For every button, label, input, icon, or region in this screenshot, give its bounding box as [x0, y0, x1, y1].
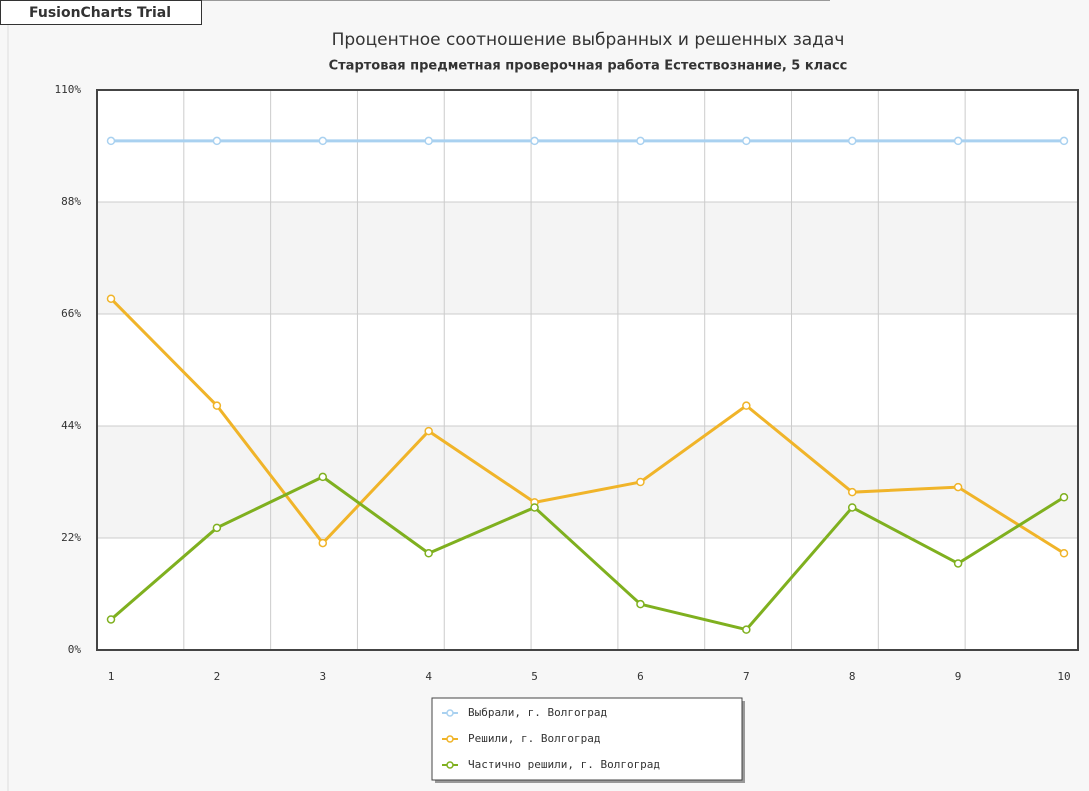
data-point: [636, 477, 645, 487]
data-point: [530, 136, 539, 146]
data-point: [212, 523, 222, 533]
data-point: [847, 136, 857, 146]
legend-label: Выбрали, г. Волгоград: [468, 706, 607, 719]
data-point: [424, 426, 433, 436]
data-point: [106, 294, 116, 303]
plot-border: [96, 89, 1079, 651]
data-point: [530, 503, 539, 512]
x-tick-label: 3: [319, 670, 326, 683]
data-point: [636, 599, 645, 609]
data-point: [424, 549, 433, 558]
series-line: [109, 297, 1065, 555]
data-point: [953, 136, 963, 146]
data-point: [106, 615, 116, 624]
legend-label: Решили, г. Волгоград: [468, 732, 601, 745]
y-tick-label: 110%: [55, 83, 82, 96]
alt-band: [97, 426, 1078, 538]
data-point: [212, 401, 222, 410]
x-tick-label: 10: [1057, 670, 1070, 683]
y-tick-label: 22%: [61, 531, 81, 544]
x-tick-label: 1: [108, 670, 115, 683]
y-tick-label: 0%: [68, 643, 82, 656]
y-tick-label: 44%: [61, 419, 81, 432]
legend-marker: [446, 709, 454, 717]
plot-background: [97, 90, 1078, 650]
chart-subtitle: Стартовая предметная проверочная работа …: [329, 59, 848, 74]
x-tick-label: 8: [849, 670, 856, 683]
data-point: [742, 136, 751, 146]
series-line: [110, 475, 1065, 632]
alt-band: [97, 202, 1078, 314]
x-tick-label: 6: [637, 670, 644, 683]
watermark-box: [0, 0, 202, 25]
data-point: [742, 401, 751, 410]
chart-title: Процентное соотношение выбранных и решен…: [332, 30, 845, 50]
data-point: [1059, 493, 1069, 502]
data-point: [742, 625, 751, 634]
legend: [431, 697, 743, 781]
y-tick-label: 88%: [61, 195, 81, 208]
data-point: [318, 538, 328, 548]
data-point: [318, 472, 328, 482]
x-tick-label: 9: [955, 670, 962, 683]
data-point: [953, 559, 963, 568]
data-point: [953, 482, 963, 492]
data-point: [424, 136, 433, 146]
x-tick-label: 5: [531, 670, 538, 683]
watermark: FusionCharts Trial: [29, 5, 171, 21]
data-point: [847, 487, 857, 497]
legend-marker: [446, 761, 454, 769]
data-point: [212, 136, 222, 146]
legend-label: Частично решили, г. Волгоград: [468, 758, 660, 771]
data-point: [106, 136, 116, 146]
y-tick-label: 66%: [61, 307, 81, 320]
x-tick-label: 7: [743, 670, 750, 683]
data-point: [636, 136, 645, 146]
x-tick-label: 2: [214, 670, 221, 683]
data-point: [847, 503, 857, 512]
x-tick-label: 4: [425, 670, 432, 683]
data-point: [1059, 549, 1069, 558]
legend-marker: [446, 735, 454, 743]
data-point: [1059, 136, 1069, 146]
data-point: [318, 136, 328, 146]
